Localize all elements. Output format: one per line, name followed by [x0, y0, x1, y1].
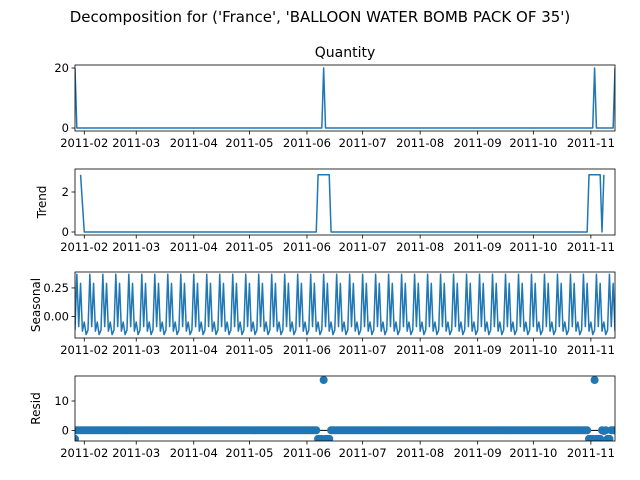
y-tick-label: 0.25: [43, 281, 69, 295]
x-tick-label: 2011-10: [509, 446, 557, 460]
x-tick-label: 2011-09: [454, 446, 502, 460]
x-tick-label: 2011-10: [509, 136, 557, 150]
x-tick-label: 2011-02: [60, 446, 108, 460]
x-tick-label: 2011-08: [396, 446, 444, 460]
panel-3: 0 10 2011-02 2011-03 2011-04 2011-05 2011-06 20…: [29, 375, 616, 460]
y-tick-label: 0.00: [43, 309, 69, 323]
resid-point: [319, 376, 328, 384]
plot-area: [75, 273, 615, 336]
y-tick-label: 10: [54, 394, 69, 408]
y-tick-label: 0: [62, 225, 69, 239]
resid-point: [611, 426, 615, 435]
plot-area: [79, 174, 605, 233]
resid-point: [605, 434, 614, 441]
x-tick-label: 2011-11: [567, 136, 615, 150]
x-tick-label: 2011-05: [225, 240, 273, 254]
series-line: [75, 67, 615, 129]
panel-0: 0 20 2011-02 2011-03 2011-04 2011-05 2011-06 20…: [54, 45, 616, 150]
x-tick-label: 2011-03: [112, 240, 160, 254]
panel-1: 0 2 2011-02 2011-03 2011-04 2011-05 2011-06 201…: [35, 168, 616, 254]
x-tick-label: 2011-02: [60, 240, 108, 254]
resid-point: [75, 434, 79, 441]
x-tick-label: 2011-07: [339, 343, 387, 357]
x-tick-label: 2011-11: [567, 240, 615, 254]
x-tick-label: 2011-06: [283, 343, 331, 357]
resid-point: [325, 434, 334, 441]
plot-area: [75, 376, 615, 441]
x-tick-label: 2011-11: [567, 343, 615, 357]
x-tick-label: 2011-11: [567, 446, 615, 460]
y-tick-label: 2: [62, 185, 69, 199]
resid-point: [601, 426, 610, 435]
x-tick-label: 2011-08: [396, 343, 444, 357]
chart-title: Decomposition for ('France', 'BALLOON WA…: [70, 8, 571, 26]
y-axis-label: Seasonal: [29, 278, 43, 332]
axes-frame: [74, 64, 616, 132]
panel-title: Quantity: [315, 45, 376, 61]
resid-point: [583, 426, 592, 435]
axes-frame: [74, 168, 616, 236]
x-tick-label: 2011-10: [509, 343, 557, 357]
x-tick-label: 2011-10: [509, 240, 557, 254]
y-tick-label: 0: [62, 423, 69, 437]
y-axis-label: Trend: [35, 186, 49, 220]
y-tick-label: 0: [62, 121, 69, 135]
plot-area: [75, 67, 615, 129]
x-tick-label: 2011-03: [112, 343, 160, 357]
x-tick-label: 2011-07: [339, 240, 387, 254]
x-tick-label: 2011-07: [339, 446, 387, 460]
x-tick-label: 2011-04: [170, 446, 218, 460]
resid-point: [596, 434, 605, 441]
axes-frame: [74, 375, 616, 442]
x-tick-label: 2011-02: [60, 343, 108, 357]
x-tick-label: 2011-04: [170, 343, 218, 357]
x-tick-label: 2011-05: [225, 343, 273, 357]
resid-point: [590, 376, 599, 384]
x-tick-label: 2011-09: [454, 136, 502, 150]
x-tick-label: 2011-02: [60, 136, 108, 150]
x-tick-label: 2011-08: [396, 136, 444, 150]
y-axis-label: Resid: [29, 392, 43, 424]
x-tick-label: 2011-09: [454, 343, 502, 357]
x-tick-label: 2011-03: [112, 446, 160, 460]
seasonal-line: [75, 273, 615, 336]
x-tick-label: 2011-04: [170, 240, 218, 254]
x-tick-label: 2011-06: [283, 136, 331, 150]
x-tick-label: 2011-06: [283, 240, 331, 254]
series-line: [79, 174, 605, 233]
x-tick-label: 2011-08: [396, 240, 444, 254]
x-tick-label: 2011-04: [170, 136, 218, 150]
panel-2: 0.00 0.25 2011-02 2011-03 2011-04 2011-05 2011…: [29, 271, 616, 357]
x-tick-label: 2011-03: [112, 136, 160, 150]
x-tick-label: 2011-06: [283, 446, 331, 460]
axes-frame: [74, 271, 616, 339]
x-tick-label: 2011-07: [339, 136, 387, 150]
y-tick-label: 20: [54, 61, 69, 75]
resid-point: [312, 426, 321, 435]
x-tick-label: 2011-09: [454, 240, 502, 254]
x-tick-label: 2011-05: [225, 446, 273, 460]
x-tick-label: 2011-05: [225, 136, 273, 150]
